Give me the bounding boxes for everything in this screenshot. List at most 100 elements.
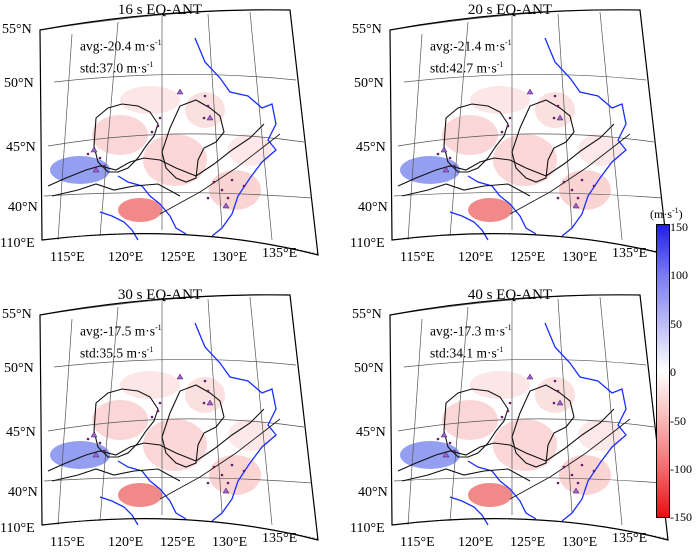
meridian-line bbox=[449, 21, 469, 237]
tectonic-boundary bbox=[397, 408, 615, 472]
volcano-marker bbox=[572, 487, 580, 494]
meridian-line bbox=[557, 13, 573, 229]
station-marker bbox=[202, 401, 206, 405]
latitude-line bbox=[43, 192, 313, 199]
longitude-label: 130°E bbox=[212, 535, 248, 550]
fault-line bbox=[509, 418, 631, 500]
meridian-line bbox=[99, 21, 119, 237]
map-panel-30s: 30 s EQ-ANT avg:-17.5 m·s-1 std:35.5 m·s-1… bbox=[0, 285, 320, 555]
coastline bbox=[467, 175, 537, 235]
station-marker bbox=[102, 164, 106, 168]
anomaly-patch bbox=[578, 134, 622, 166]
station-marker bbox=[452, 164, 456, 168]
station-marker bbox=[226, 481, 230, 485]
station-marker bbox=[448, 441, 452, 445]
station-marker bbox=[206, 104, 210, 108]
anomaly-patch bbox=[143, 134, 207, 186]
longitude-label: 110°E bbox=[350, 521, 385, 536]
anomaly-patch bbox=[118, 483, 162, 507]
latitude-label: 45°N bbox=[6, 140, 36, 155]
station-marker bbox=[98, 441, 102, 445]
latitude-label: 50°N bbox=[4, 361, 34, 376]
longitude-label: 120°E bbox=[108, 535, 144, 550]
anomaly-patch bbox=[470, 371, 530, 399]
border-line bbox=[544, 37, 627, 237]
volcano-marker bbox=[442, 451, 450, 458]
std-label: std:37.0 m·s-1 bbox=[80, 59, 154, 76]
station-marker bbox=[212, 180, 216, 184]
station-marker bbox=[436, 152, 440, 156]
station-marker bbox=[562, 465, 566, 469]
anomaly-patch bbox=[400, 156, 460, 184]
latitude-label: 40°N bbox=[8, 200, 38, 215]
colorbar-gradient bbox=[656, 224, 670, 518]
volcano-marker bbox=[442, 166, 450, 173]
longitude-label: 110°E bbox=[0, 521, 35, 536]
latitude-label: 45°N bbox=[356, 425, 386, 440]
anomaly-patch bbox=[143, 419, 207, 471]
volcano-marker bbox=[556, 399, 564, 406]
station-marker bbox=[230, 463, 234, 467]
latitude-label: 40°N bbox=[358, 200, 388, 215]
volcano-marker bbox=[572, 202, 580, 209]
station-marker bbox=[506, 409, 510, 413]
anomaly-patch bbox=[535, 92, 575, 128]
map-svg bbox=[389, 9, 669, 256]
station-marker bbox=[242, 469, 246, 473]
station-marker bbox=[102, 449, 106, 453]
panel-title: 16 s EQ-ANT bbox=[117, 2, 203, 18]
longitude-label: 130°E bbox=[562, 535, 598, 550]
longitude-label: 110°E bbox=[0, 236, 35, 251]
stats-box: avg:-17.3 m·s-1 std:34.1 m·s-1 bbox=[430, 319, 512, 362]
station-marker bbox=[553, 379, 557, 383]
stats-box: avg:-17.5 m·s-1 std:35.5 m·s-1 bbox=[80, 319, 162, 362]
anomaly-patch bbox=[493, 134, 557, 186]
station-marker bbox=[220, 473, 224, 477]
station-marker bbox=[206, 389, 210, 393]
stats-box: avg:-20.4 m·s-1 std:37.0 m·s-1 bbox=[80, 34, 162, 77]
border-line bbox=[194, 322, 277, 522]
station-marker bbox=[576, 196, 580, 200]
basin-outline bbox=[161, 99, 225, 183]
latitude-label: 50°N bbox=[4, 76, 34, 91]
station-marker bbox=[203, 379, 207, 383]
colorbar-tick: 50 bbox=[670, 317, 682, 331]
longitude-label: 110°E bbox=[350, 236, 385, 251]
anomaly-patch bbox=[228, 134, 272, 166]
station-marker bbox=[556, 389, 560, 393]
std-label: std:34.1 m·s-1 bbox=[430, 344, 504, 361]
volcano-marker bbox=[92, 166, 100, 173]
latitude-line bbox=[43, 477, 313, 484]
std-label: std:35.5 m·s-1 bbox=[80, 344, 154, 361]
anomaly-patch bbox=[50, 156, 110, 184]
map-content bbox=[39, 294, 319, 540]
tectonic-boundary bbox=[401, 183, 531, 197]
fault-line bbox=[159, 418, 281, 500]
station-marker bbox=[156, 409, 160, 413]
colorbar-title: (m·s-1) bbox=[650, 206, 683, 221]
longitude-label: 125°E bbox=[510, 250, 546, 265]
longitude-label: 120°E bbox=[458, 535, 494, 550]
station-marker bbox=[230, 178, 234, 182]
volcano-marker bbox=[526, 373, 534, 380]
map-panel-40s: 40 s EQ-ANT avg:-17.3 m·s-1 std:34.1 m·s-1… bbox=[350, 285, 670, 555]
meridian-line bbox=[57, 33, 73, 241]
colorbar-tick: -50 bbox=[670, 414, 686, 428]
meridian-line bbox=[99, 306, 119, 522]
longitude-label: 135°E bbox=[262, 531, 298, 546]
latitude-label: 40°N bbox=[8, 485, 38, 500]
meridian-line bbox=[57, 318, 73, 526]
anomaly-patch bbox=[92, 115, 148, 155]
station-marker bbox=[506, 124, 510, 128]
longitude-label: 130°E bbox=[212, 250, 248, 265]
longitude-label: 115°E bbox=[400, 535, 435, 550]
station-marker bbox=[500, 130, 504, 134]
map-frame bbox=[39, 9, 319, 256]
avg-label: avg:-20.4 m·s-1 bbox=[80, 38, 162, 54]
latitude-label: 50°N bbox=[354, 76, 384, 91]
anomaly-patch bbox=[468, 198, 512, 222]
station-marker bbox=[158, 116, 162, 120]
anomaly-patch bbox=[185, 377, 225, 413]
anomaly-patch bbox=[400, 441, 460, 469]
tectonic-boundary bbox=[51, 468, 181, 482]
